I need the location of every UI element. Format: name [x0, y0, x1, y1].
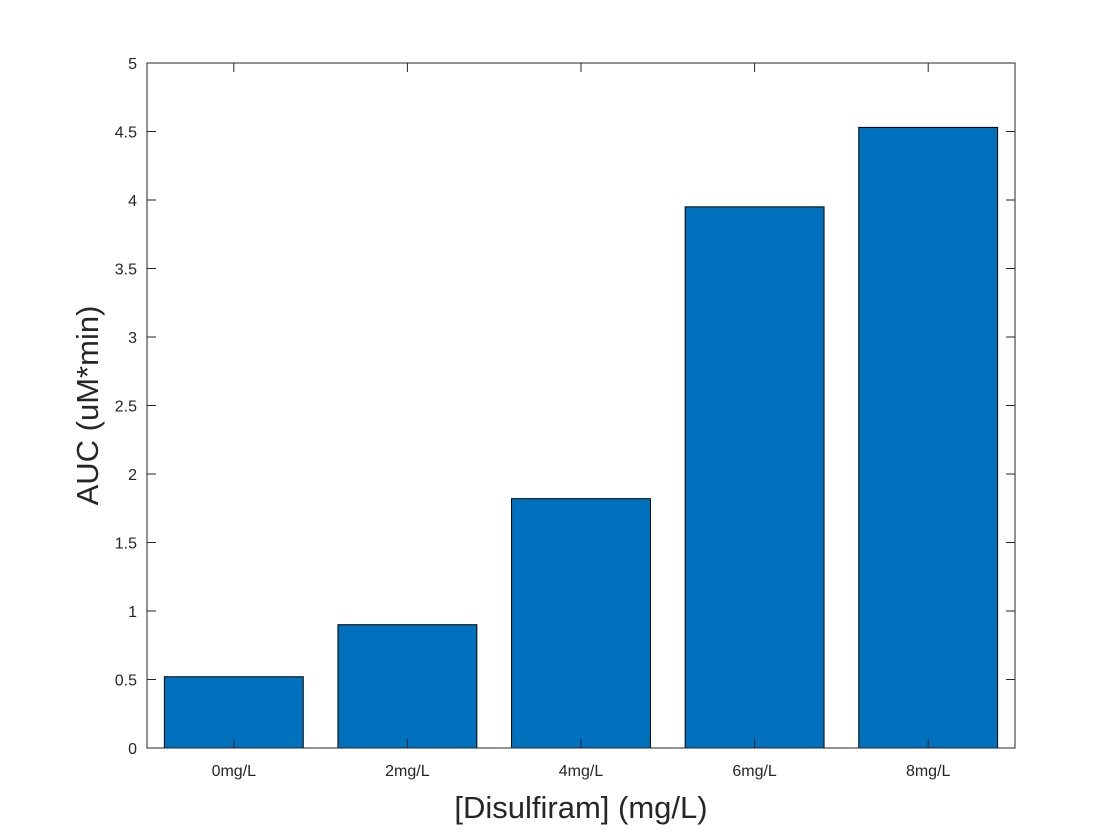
y-axis-title: AUC (uM*min) [70, 306, 105, 506]
x-tick-label: 4mg/L [559, 763, 604, 780]
bar-6mg/L [684, 206, 825, 749]
x-tick-label: 6mg/L [732, 763, 777, 780]
plot-area-frame [146, 62, 1016, 749]
y-tick-label: 0.5 [115, 673, 137, 690]
y-tick-label: 5 [128, 56, 137, 73]
bar-2mg/L [337, 624, 478, 749]
y-tick-label: 3 [128, 330, 137, 347]
y-tick-label: 2 [128, 467, 137, 484]
y-tick-label: 1 [128, 604, 137, 621]
y-tick-label: 2.5 [115, 399, 137, 416]
x-tick-label: 8mg/L [906, 763, 951, 780]
y-tick-label: 4.5 [115, 125, 137, 142]
bar-8mg/L [858, 126, 999, 749]
bar-0mg/L [163, 676, 304, 749]
y-tick-label: 4 [128, 193, 137, 210]
x-axis-title: [Disulfiram] (mg/L) [454, 790, 707, 825]
x-tick-label: 0mg/L [212, 763, 257, 780]
bars-layer [163, 126, 999, 749]
x-tick-label: 2mg/L [385, 763, 430, 780]
y-tick-label: 1.5 [115, 536, 137, 553]
ticks-layer [147, 62, 1015, 749]
tick-labels-layer: 0 0.5 1 1.5 2 2.5 3 3.5 4 4.5 5 0mg/L 2mg/L 4mg/L 6mg/… [115, 56, 951, 780]
bar-4mg/L [511, 498, 651, 749]
y-tick-label: 0 [128, 741, 137, 758]
y-tick-label: 3.5 [115, 262, 137, 279]
